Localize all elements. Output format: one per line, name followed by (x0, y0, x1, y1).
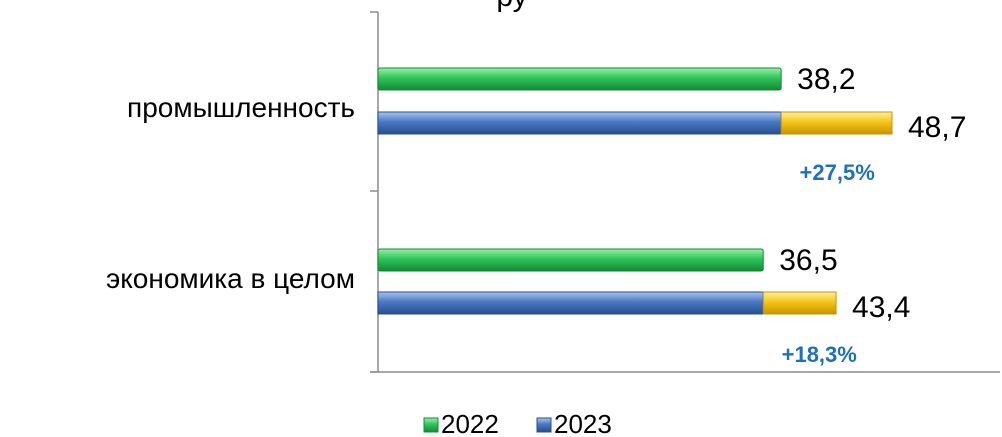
bar-2023-base-economy (377, 291, 764, 315)
legend: 2022 2023 (423, 409, 612, 437)
legend-swatch-2023 (536, 417, 552, 433)
growth-label-industry: +27,5% (800, 160, 875, 185)
bars: 38,2 48,7 +27,5% 36,5 43,4 +18,3% (377, 63, 966, 367)
bar-2023-base-industry (377, 111, 782, 135)
value-label-2022-industry: 38,2 (797, 63, 855, 96)
legend-swatch-2022 (423, 417, 439, 433)
bar-2023-increment-industry (780, 111, 893, 135)
category-label-economy: экономика в целом (106, 263, 355, 294)
growth-label-economy: +18,3% (782, 342, 857, 367)
bar-2022-industry (377, 67, 782, 91)
category-label-industry: промышленность (127, 92, 355, 123)
legend-label-2023: 2023 (554, 409, 612, 437)
chart-title-fragment: ру (496, 0, 527, 13)
value-label-2023-economy: 43,4 (852, 291, 910, 324)
bar-2022-economy (377, 248, 764, 272)
bar-2023-increment-economy (762, 291, 837, 315)
value-label-2023-industry: 48,7 (908, 111, 966, 144)
legend-label-2022: 2022 (441, 409, 499, 437)
value-label-2022-economy: 36,5 (779, 244, 837, 277)
